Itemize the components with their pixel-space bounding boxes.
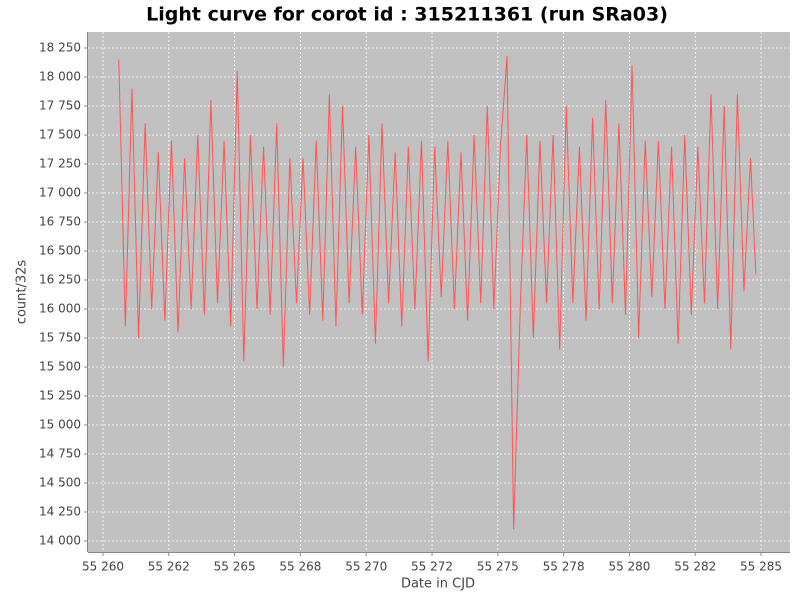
x-tick-label: 55 275 — [477, 560, 519, 574]
y-tick-label: 16 500 — [39, 243, 81, 257]
y-tick-label: 17 500 — [39, 128, 81, 142]
x-tick-label: 55 272 — [411, 560, 453, 574]
x-tick-label: 55 282 — [674, 560, 716, 574]
marks — [118, 56, 757, 530]
chart-title: Light curve for corot id : 315211361 (ru… — [146, 4, 668, 26]
y-tick-label: 15 000 — [39, 417, 81, 431]
x-axis-label: Date in CJD — [401, 577, 475, 592]
x-tick-label: 55 285 — [740, 560, 782, 574]
x-tick-label: 55 280 — [608, 560, 650, 574]
axes: 14 000 14 250 14 500 14 750 15 000 15 250 15 5… — [39, 32, 790, 574]
y-tick-label: 15 250 — [39, 388, 81, 402]
y-tick-label: 16 750 — [39, 214, 81, 228]
y-tick-label: 14 250 — [39, 504, 81, 518]
y-tick-label: 14 750 — [39, 446, 81, 460]
y-tick-label: 18 000 — [39, 70, 81, 84]
x-tick-label: 55 260 — [82, 560, 124, 574]
y-tick-label: 14 000 — [39, 533, 81, 547]
y-tick-label: 14 500 — [39, 475, 81, 489]
x-tick-label: 55 262 — [148, 560, 190, 574]
y-tick-label: 17 250 — [39, 157, 81, 171]
x-tick-label: 55 278 — [543, 560, 585, 574]
y-tick-label: 17 000 — [39, 185, 81, 199]
y-tick-label: 15 750 — [39, 330, 81, 344]
x-tick-label: 55 270 — [345, 560, 387, 574]
light-curve — [118, 56, 757, 530]
y-tick-label: 18 250 — [39, 41, 81, 55]
y-tick-label: 16 250 — [39, 272, 81, 286]
y-tick-label: 17 750 — [39, 99, 81, 113]
x-tick-label: 55 268 — [279, 560, 321, 574]
y-tick-label: 16 000 — [39, 301, 81, 315]
y-tick-label: 15 500 — [39, 359, 81, 373]
x-tick-label: 55 265 — [214, 560, 256, 574]
plot-area — [88, 32, 790, 552]
y-axis-label: count/32s — [15, 260, 30, 325]
